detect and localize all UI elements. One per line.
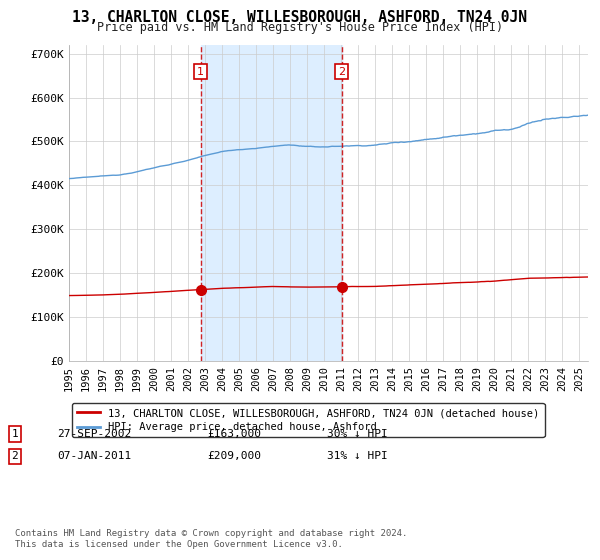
Bar — [201, 45, 341, 361]
Text: Price paid vs. HM Land Registry's House Price Index (HPI): Price paid vs. HM Land Registry's House … — [97, 21, 503, 34]
Text: 2: 2 — [338, 67, 345, 77]
Text: 07-JAN-2011: 07-JAN-2011 — [57, 451, 131, 461]
Text: £163,000: £163,000 — [207, 429, 261, 439]
Text: 2: 2 — [11, 451, 19, 461]
Text: Contains HM Land Registry data © Crown copyright and database right 2024.
This d: Contains HM Land Registry data © Crown c… — [15, 529, 407, 549]
Text: 13, CHARLTON CLOSE, WILLESBOROUGH, ASHFORD, TN24 0JN: 13, CHARLTON CLOSE, WILLESBOROUGH, ASHFO… — [73, 10, 527, 25]
Text: 1: 1 — [197, 67, 204, 77]
Text: 27-SEP-2002: 27-SEP-2002 — [57, 429, 131, 439]
Text: £209,000: £209,000 — [207, 451, 261, 461]
Text: 31% ↓ HPI: 31% ↓ HPI — [327, 451, 388, 461]
Text: 30% ↓ HPI: 30% ↓ HPI — [327, 429, 388, 439]
Legend: 13, CHARLTON CLOSE, WILLESBOROUGH, ASHFORD, TN24 0JN (detached house), HPI: Aver: 13, CHARLTON CLOSE, WILLESBOROUGH, ASHFO… — [71, 403, 545, 437]
Text: 1: 1 — [11, 429, 19, 439]
